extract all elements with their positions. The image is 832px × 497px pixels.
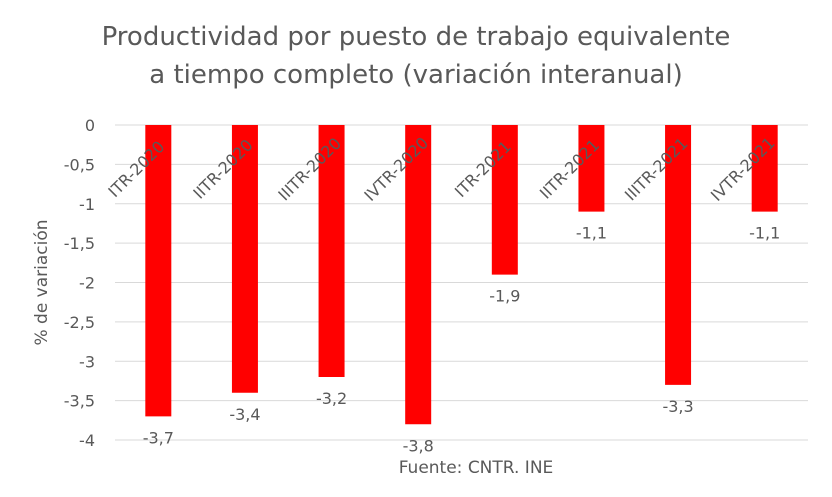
y-tick-label: -3,5: [64, 392, 95, 411]
chart-title-line-2: a tiempo completo (variación interanual): [149, 60, 683, 90]
data-label: -1,1: [749, 224, 780, 243]
bar: [751, 125, 778, 212]
y-tick-label: -2: [79, 274, 95, 293]
data-label: -3,2: [316, 389, 347, 408]
bar: [405, 125, 432, 425]
data-label: -1,1: [576, 224, 607, 243]
data-label: -3,3: [662, 397, 693, 416]
data-label: -3,7: [143, 428, 174, 447]
data-label: -3,4: [229, 405, 260, 424]
bar: [231, 125, 258, 393]
y-axis-title: % de variación: [32, 219, 52, 345]
bar: [318, 125, 345, 377]
bar: [665, 125, 692, 385]
y-tick-label: -1: [79, 195, 95, 214]
y-tick-label: -4: [79, 431, 95, 450]
data-label: -3,8: [403, 436, 434, 455]
chart-title-line-1: Productividad por puesto de trabajo equi…: [101, 22, 731, 52]
y-tick-label: -3: [79, 352, 95, 371]
source-note: Fuente: CNTR. INE: [398, 458, 554, 478]
y-tick-label: -2,5: [64, 313, 95, 332]
data-label: -1,9: [489, 287, 520, 306]
y-tick-label: -0,5: [64, 155, 95, 174]
y-tick-label: 0: [85, 116, 95, 135]
y-tick-label: -1,5: [64, 234, 95, 253]
bar: [145, 125, 172, 417]
bar: [578, 125, 605, 212]
bar: [491, 125, 518, 275]
